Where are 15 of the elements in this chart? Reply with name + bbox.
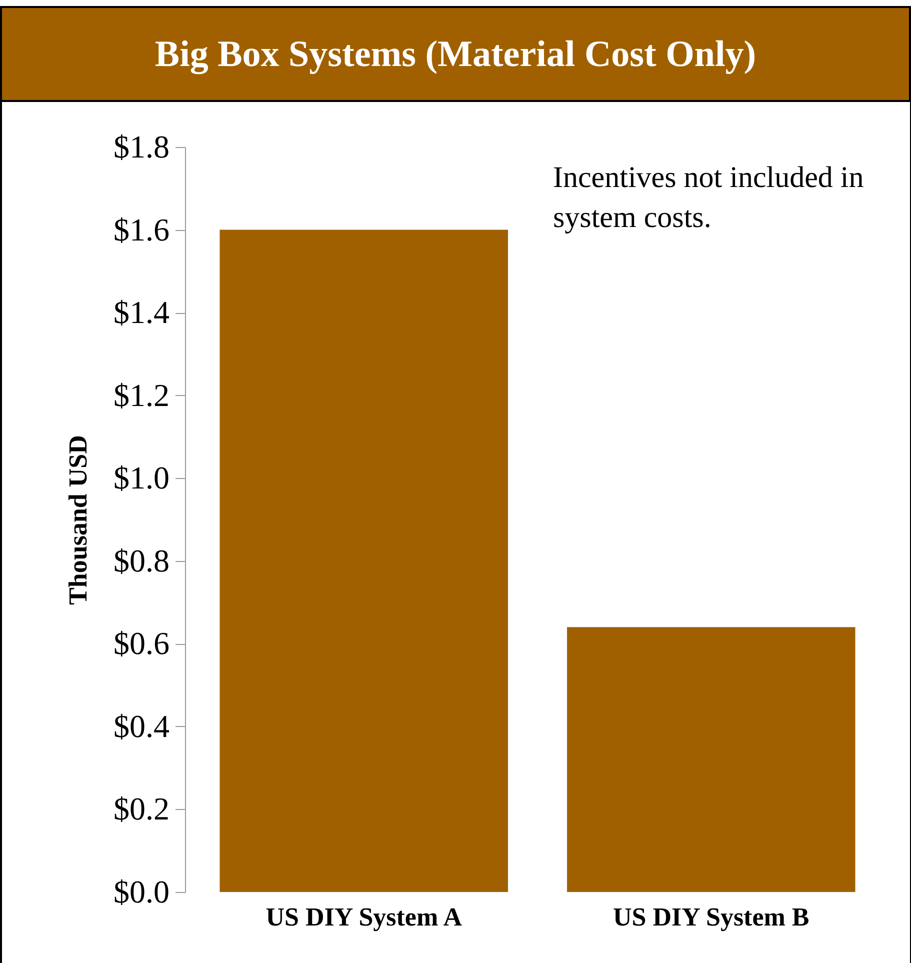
y-tick-label: $1.6 <box>114 211 170 248</box>
annotation: Incentives not included in system costs. <box>553 160 865 236</box>
y-tick-label: $0.2 <box>114 790 170 827</box>
y-tick-label: $1.2 <box>114 376 170 413</box>
y-tick-label: $0.4 <box>114 708 170 744</box>
y-tick-label: $1.8 <box>114 128 170 164</box>
x-tick-label: US DIY System A <box>266 902 462 932</box>
y-tick-label: $0.6 <box>114 625 170 662</box>
y-axis-title: Thousand USD <box>64 435 92 605</box>
y-tick-label: $0.8 <box>114 542 170 578</box>
y-tick-label: $1.0 <box>114 460 170 496</box>
y-tick-label: $1.4 <box>114 294 170 330</box>
chart-title: Big Box Systems (Material Cost Only) <box>2 8 909 102</box>
x-tick-label: US DIY System B <box>613 902 810 932</box>
y-tick-label: $0.0 <box>114 874 170 910</box>
